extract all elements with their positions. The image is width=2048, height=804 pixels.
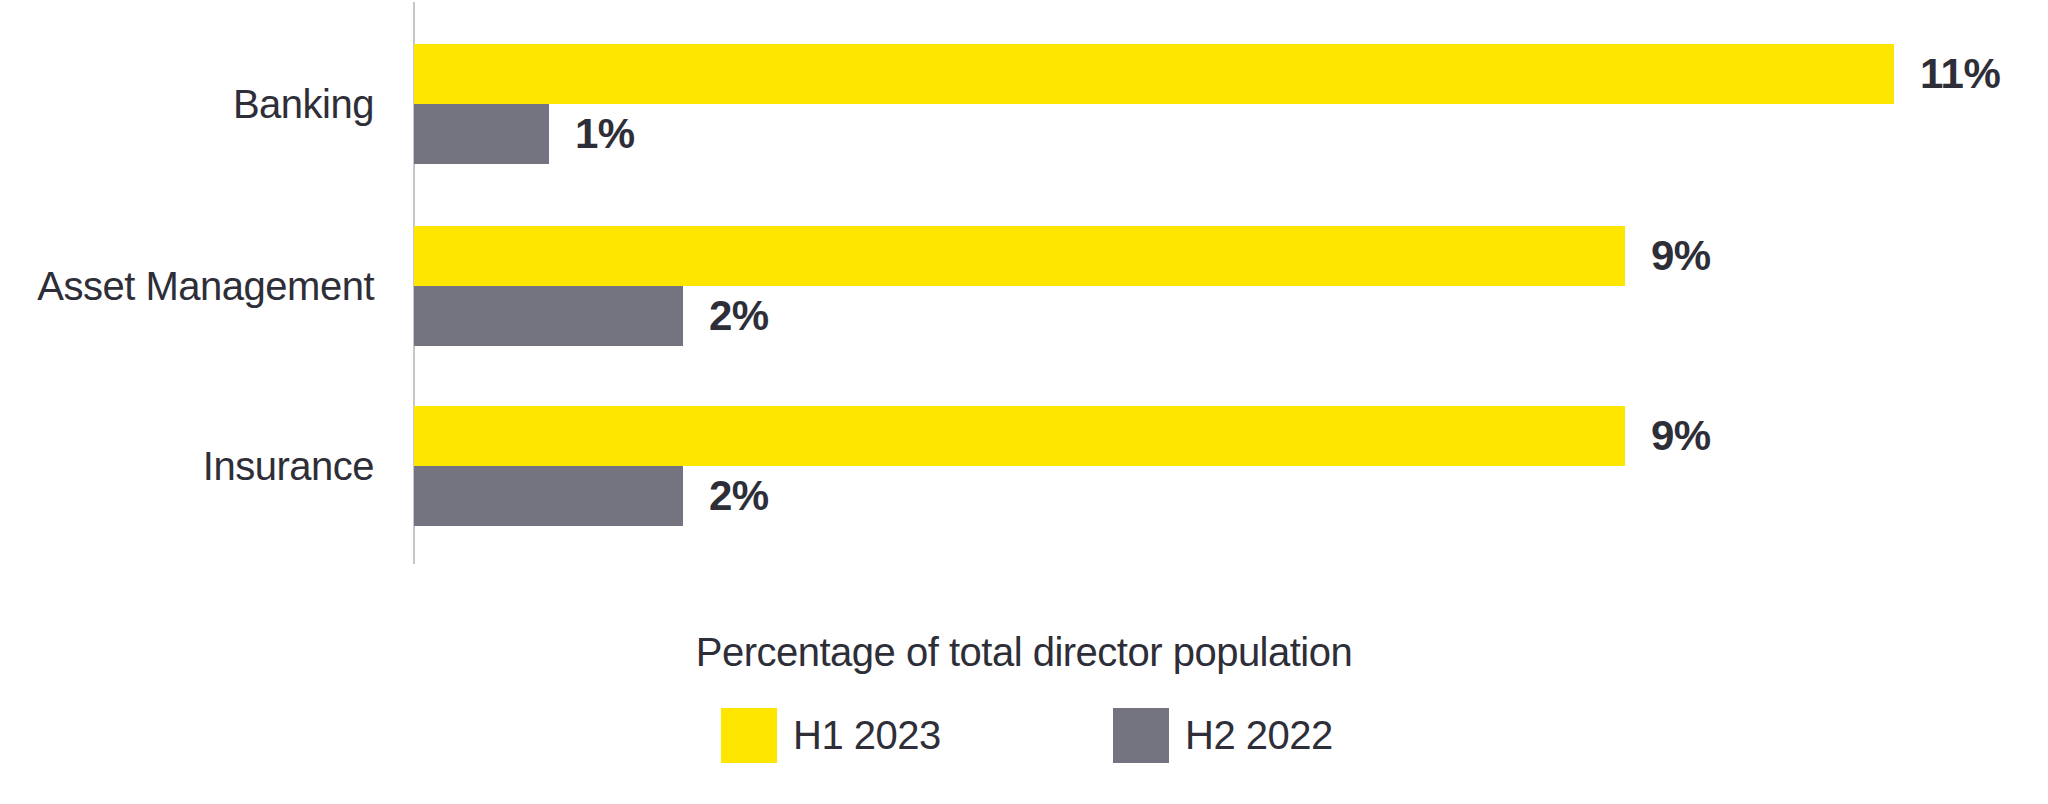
- category-label: Banking: [0, 44, 374, 164]
- legend-label: H2 2022: [1185, 713, 1333, 758]
- bar-h1-2023: [414, 226, 1625, 286]
- category-label: Asset Management: [0, 226, 374, 346]
- bar-pair: 9% 2%: [414, 226, 1711, 346]
- legend-swatch-h2-2022: [1113, 708, 1169, 763]
- bar-pair: 11% 1%: [414, 44, 2000, 164]
- bar-row: 1%: [414, 104, 2000, 164]
- legend-label: H1 2023: [793, 713, 941, 758]
- bar-h2-2022: [414, 286, 683, 346]
- bar-h2-2022: [414, 466, 683, 526]
- bar-h2-2022: [414, 104, 549, 164]
- bar-row: 11%: [414, 44, 2000, 104]
- category-group-asset-management: Asset Management 9% 2%: [0, 226, 2048, 346]
- value-label: 9%: [1651, 232, 1711, 280]
- category-group-banking: Banking 11% 1%: [0, 44, 2048, 164]
- bar-row: 9%: [414, 226, 1711, 286]
- bar-h1-2023: [414, 406, 1625, 466]
- bar-row: 2%: [414, 466, 1711, 526]
- legend-item-h1-2023: H1 2023: [721, 706, 941, 764]
- bar-pair: 9% 2%: [414, 406, 1711, 526]
- value-label: 9%: [1651, 412, 1711, 460]
- value-label: 2%: [709, 472, 769, 520]
- legend-item-h2-2022: H2 2022: [1113, 706, 1333, 764]
- bar-h1-2023: [414, 44, 1894, 104]
- bar-chart: Banking 11% 1% Asset Management 9% 2%: [0, 0, 2048, 804]
- category-group-insurance: Insurance 9% 2%: [0, 406, 2048, 526]
- value-label: 2%: [709, 292, 769, 340]
- category-label: Insurance: [0, 406, 374, 526]
- value-label: 1%: [575, 110, 635, 158]
- x-axis-title: Percentage of total director population: [0, 630, 2048, 675]
- bar-row: 9%: [414, 406, 1711, 466]
- legend-swatch-h1-2023: [721, 708, 777, 763]
- bar-row: 2%: [414, 286, 1711, 346]
- value-label: 11%: [1920, 50, 2000, 98]
